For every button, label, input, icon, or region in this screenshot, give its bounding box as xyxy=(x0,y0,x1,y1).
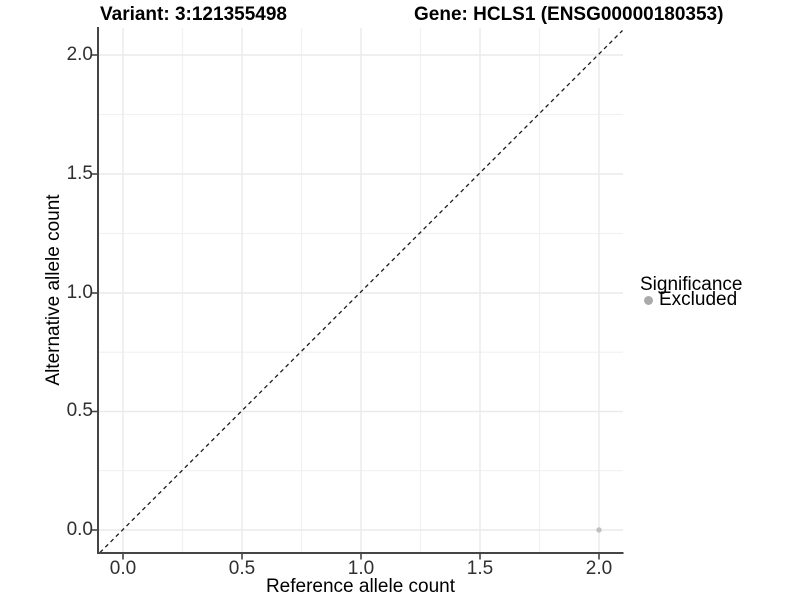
major-gridlines xyxy=(98,28,623,553)
x-tick-label: 1.5 xyxy=(466,558,494,579)
y-tick-label: 0.0 xyxy=(66,519,93,540)
plot-title-variant: Variant: 3:121355498 xyxy=(100,4,287,25)
y-tick-label: 0.5 xyxy=(66,400,93,421)
x-tick-label: 1.0 xyxy=(347,558,375,579)
legend-entry-excluded: Excluded xyxy=(644,289,737,311)
axis-lines xyxy=(97,27,624,554)
y-tick-label: 1.0 xyxy=(66,282,93,303)
y-tick-label: 2.0 xyxy=(66,44,93,65)
x-tick-label: 0.5 xyxy=(228,558,256,579)
x-tick-label: 2.0 xyxy=(585,558,613,579)
x-tick-label: 0.0 xyxy=(109,558,137,579)
x-axis-title: Reference allele count xyxy=(265,576,456,597)
legend-title: Significance xyxy=(640,274,743,295)
y-tick-label: 1.5 xyxy=(66,163,93,184)
legend-point-swatch xyxy=(644,295,653,305)
legend-entry-label: Excluded xyxy=(659,289,738,310)
identity-line xyxy=(99,30,623,553)
data-point xyxy=(596,527,602,533)
plot-title-gene: Gene: HCLS1 (ENSG00000180353) xyxy=(414,4,724,25)
tick-marks xyxy=(92,54,600,560)
